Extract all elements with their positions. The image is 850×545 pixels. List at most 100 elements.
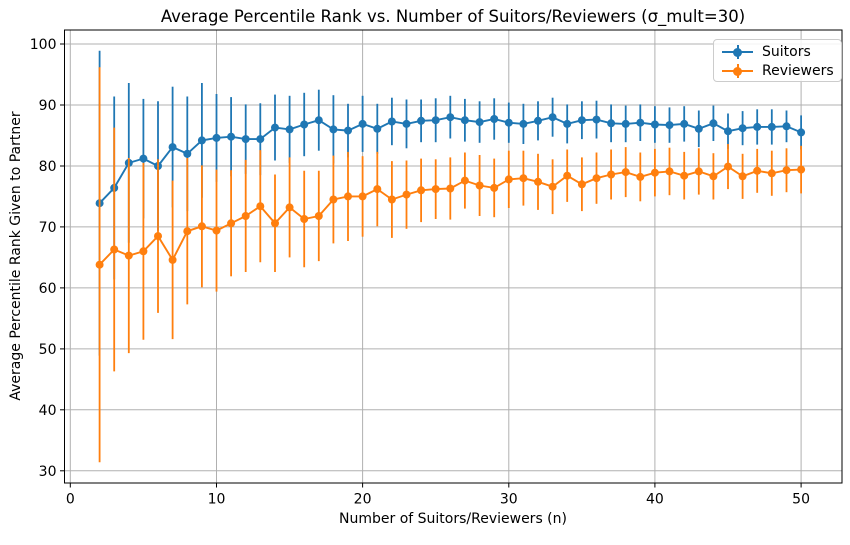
data-point [110,245,119,254]
data-point [183,227,192,236]
data-point [212,133,221,142]
data-point [767,122,776,131]
data-point [694,167,703,176]
data-point [329,125,338,134]
data-point [227,219,236,228]
x-tick-label: 10 [208,492,226,508]
data-point [548,113,557,122]
data-point [665,121,674,130]
y-tick-label: 90 [39,98,57,114]
data-point [212,226,221,235]
data-point [563,171,572,180]
x-tick-label: 40 [646,492,664,508]
y-tick-label: 60 [39,281,57,297]
suitors-line-marker-icon [722,45,753,59]
data-point [227,132,236,141]
data-point [329,195,338,204]
data-point [95,260,104,269]
data-point [504,175,513,184]
plot-border [64,29,843,484]
data-point [680,171,689,180]
x-tick-label: 0 [66,492,75,508]
data-point [197,136,206,145]
data-point [797,128,806,137]
data-point [241,212,250,220]
legend-label-suitors: Suitors [762,44,811,60]
data-point [694,124,703,133]
data-point [650,168,659,177]
data-point [387,117,396,126]
data-point [475,118,484,127]
data-point [241,135,250,144]
data-point [139,247,148,256]
legend-label-reviewers: Reviewers [762,63,834,79]
data-point [197,222,206,231]
data-point [300,215,309,223]
y-tick-label: 80 [39,159,57,175]
data-point [519,174,528,183]
data-point [460,116,469,125]
data-point [753,166,762,175]
data-point [446,113,455,122]
reviewers-line-marker-icon [722,64,753,78]
data-point [387,195,396,204]
data-point [358,119,367,128]
data-point [271,123,279,132]
data-point [607,170,616,179]
data-point [592,115,601,124]
data-point [519,119,528,128]
data-point [490,183,499,192]
data-point [168,255,177,264]
data-point [285,125,294,134]
y-tick-label: 30 [39,464,57,480]
data-point [490,115,499,123]
data-point [314,212,323,220]
data-point [139,154,148,163]
data-point [636,118,645,127]
legend: Suitors Reviewers [713,39,842,82]
data-point [621,119,630,128]
data-point [446,184,455,193]
data-point [314,116,323,125]
data-point [709,172,718,181]
data-point [475,181,484,190]
chart-title: Average Percentile Rank vs. Number of Su… [160,7,746,26]
data-point [344,126,352,135]
data-point [168,143,177,152]
data-point [782,166,791,175]
data-point [417,186,426,195]
x-tick-label: 20 [354,492,372,508]
data-point [636,172,645,181]
data-point [724,127,732,136]
data-point [271,219,279,228]
data-point [534,116,542,125]
data-point [402,190,411,199]
data-point [577,180,586,189]
legend-item-suitors: Suitors [722,43,841,61]
series-reviewers [95,67,806,463]
data-point [504,118,513,127]
data-point [373,124,382,133]
data-point [724,162,732,171]
data-point [460,176,469,185]
data-point [577,116,586,125]
data-point [767,169,776,178]
data-point [256,135,265,144]
data-point [431,185,440,194]
data-point [183,149,192,158]
y-tick-label: 100 [30,37,57,53]
data-point [344,192,352,201]
data-point [621,168,630,177]
data-point [256,202,265,211]
data-point [592,174,601,183]
data-point [373,185,382,194]
y-tick-label: 70 [39,220,57,236]
data-point [431,116,440,125]
y-tick-label: 50 [39,342,57,358]
x-axis-label: Number of Suitors/Reviewers (n) [339,511,567,527]
data-point [753,122,762,131]
data-point [738,124,747,133]
data-point [124,251,133,260]
